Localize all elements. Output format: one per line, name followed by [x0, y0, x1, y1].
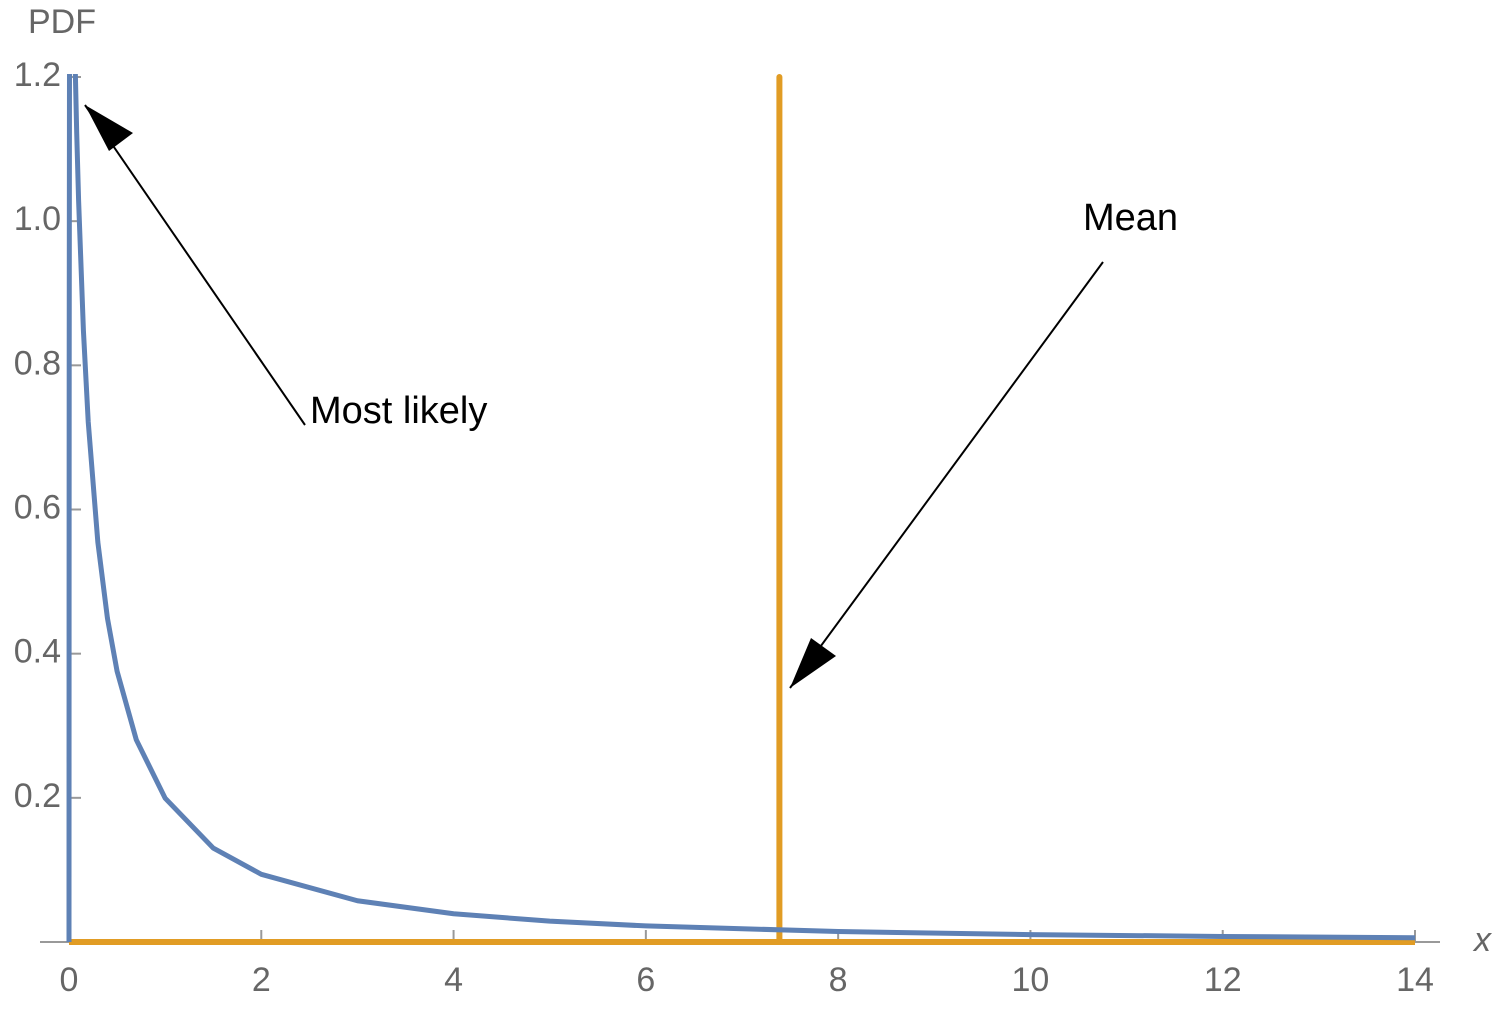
y-tick-label: 1.2 [14, 56, 61, 94]
line [69, 74, 1415, 945]
y-tick-label: 0.4 [14, 633, 61, 671]
annotation: Most likely [310, 390, 487, 432]
x-tick-label: 14 [1396, 961, 1434, 999]
x-tick-label: 4 [444, 961, 463, 999]
arrow [84, 104, 306, 426]
y-tick-label: 0.8 [14, 344, 61, 382]
x-tick-label: 8 [829, 961, 848, 999]
x-tick-label: 0 [60, 961, 79, 999]
y-tick-label: 0.2 [14, 777, 61, 815]
y-axis-label: PDF [28, 3, 96, 41]
arrow-head [85, 105, 133, 151]
plot-area [66, 74, 1416, 945]
line [66, 74, 1416, 943]
x-axis-label: x [1472, 921, 1492, 959]
annotation: Mean [1083, 197, 1178, 239]
x-tick-label: 10 [1012, 961, 1050, 999]
axes [40, 74, 1440, 943]
y-tick-label: 1.0 [14, 200, 61, 238]
x-tick-label: 2 [252, 961, 271, 999]
arrow-head [790, 638, 836, 688]
x-tick-label: 6 [636, 961, 655, 999]
x-tick-label: 12 [1204, 961, 1242, 999]
y-tick-label: 0.6 [14, 488, 61, 526]
annotations: Most likely Mean [84, 104, 1178, 689]
arrow [789, 261, 1104, 689]
